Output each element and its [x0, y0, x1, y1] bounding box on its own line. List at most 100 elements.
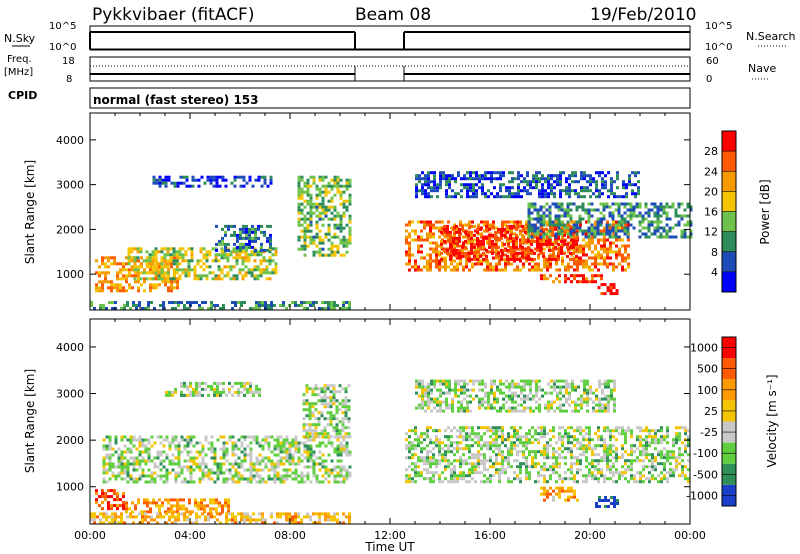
scatter-cell — [158, 283, 161, 287]
scatter-cell — [451, 195, 454, 199]
scatter-cell — [144, 438, 148, 442]
scatter-cell — [210, 444, 214, 448]
scatter-cell — [156, 450, 160, 454]
scatter-cell — [165, 474, 169, 478]
scatter-cell — [242, 227, 245, 231]
scatter-cell — [126, 465, 130, 469]
scatter-cell — [512, 257, 515, 261]
scatter-cell — [414, 462, 417, 466]
scatter-cell — [555, 241, 558, 245]
scatter-cell — [507, 453, 510, 457]
scatter-cell — [176, 181, 180, 185]
scatter-cell — [220, 271, 224, 275]
scatter-cell — [432, 471, 435, 475]
scatter-cell — [558, 247, 561, 251]
scatter-cell — [587, 232, 591, 236]
scatter-cell — [547, 183, 550, 187]
scatter-cell — [626, 226, 630, 230]
scatter-cell — [677, 220, 681, 224]
scatter-cell — [553, 180, 556, 184]
scatter-cell — [454, 180, 457, 184]
scatter-cell — [246, 435, 250, 439]
scatter-cell — [458, 248, 461, 252]
scatter-cell — [525, 259, 528, 263]
scatter-cell — [575, 242, 578, 246]
scatter-cell — [249, 477, 253, 481]
colorbar-segment — [722, 271, 736, 292]
scatter-cell — [492, 465, 495, 469]
scatter-cell — [177, 301, 180, 304]
scatter-cell — [624, 438, 627, 442]
scatter-cell — [542, 227, 545, 231]
scatter-cell — [611, 217, 615, 221]
scatter-cell — [429, 229, 432, 233]
scatter-cell — [233, 175, 237, 179]
scatter-cell — [113, 256, 116, 260]
scatter-cell — [543, 453, 546, 457]
scatter-cell — [213, 450, 217, 454]
scatter-cell — [173, 256, 176, 260]
scatter-cell — [609, 453, 612, 457]
scatter-cell — [474, 453, 477, 457]
scatter-cell — [260, 184, 264, 188]
scatter-cell — [510, 435, 513, 439]
scatter-cell — [605, 223, 609, 227]
scatter-cell — [129, 438, 133, 442]
scatter-cell — [315, 223, 319, 227]
scatter-cell — [169, 259, 173, 263]
scatter-cell — [215, 224, 218, 228]
scatter-cell — [477, 438, 480, 442]
scatter-cell — [558, 465, 561, 469]
scatter-cell — [136, 271, 140, 275]
scatter-cell — [219, 465, 223, 469]
scatter-cell — [210, 301, 213, 304]
scatter-cell — [201, 447, 205, 451]
scatter-cell — [509, 248, 512, 252]
scatter-cell — [321, 307, 324, 310]
scatter-cell — [234, 444, 238, 448]
scatter-cell — [642, 429, 645, 433]
scatter-cell — [665, 202, 669, 206]
nsky-label: N.Sky — [4, 32, 36, 45]
scatter-cell — [165, 390, 168, 394]
scatter-cell — [141, 474, 145, 478]
scatter-cell — [344, 405, 348, 409]
scatter-cell — [579, 432, 582, 436]
scatter-cell — [560, 223, 564, 227]
scatter-cell — [198, 307, 201, 310]
scatter-cell — [552, 465, 555, 469]
scatter-cell — [464, 230, 467, 234]
scatter-cell — [321, 253, 325, 257]
scatter-cell — [330, 244, 334, 248]
scatter-cell — [572, 242, 575, 246]
scatter-cell — [411, 468, 414, 472]
scatter-cell — [144, 450, 148, 454]
scatter-cell — [519, 468, 522, 472]
scatter-cell — [237, 462, 241, 466]
scatter-cell — [509, 236, 512, 240]
scatter-cell — [527, 208, 531, 212]
scatter-cell — [164, 178, 168, 182]
scatter-cell — [582, 250, 585, 254]
scatter-cell — [561, 235, 564, 239]
scatter-cell — [247, 271, 251, 275]
scatter-cell — [130, 256, 134, 260]
scatter-cell — [506, 239, 509, 243]
scatter-cell — [348, 450, 352, 454]
scatter-cell — [333, 474, 337, 478]
scatter-cell — [461, 245, 464, 249]
scatter-cell — [189, 465, 193, 469]
scatter-cell — [201, 387, 204, 391]
scatter-cell — [172, 277, 176, 281]
scatter-cell — [329, 390, 333, 394]
scatter-cell — [507, 465, 510, 469]
scatter-cell — [222, 307, 225, 310]
scatter-cell — [189, 471, 193, 475]
scatter-cell — [578, 205, 582, 209]
scatter-cell — [111, 301, 114, 304]
scatter-cell — [308, 402, 312, 406]
scatter-cell — [285, 477, 289, 481]
scatter-cell — [224, 224, 227, 228]
scatter-cell — [414, 453, 417, 457]
scatter-cell — [426, 232, 429, 236]
